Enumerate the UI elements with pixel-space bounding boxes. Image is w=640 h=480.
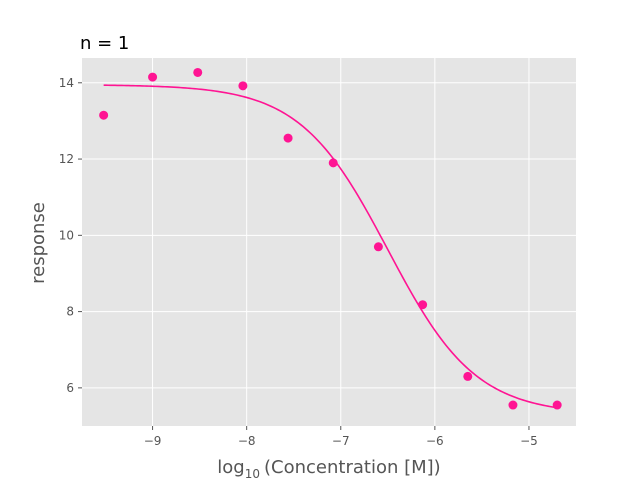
data-point	[148, 72, 158, 82]
x-axis-label: log10 (Concentration [M])	[217, 457, 440, 480]
x-axis-label-log: log	[217, 457, 244, 478]
x-axis-label-subscript: 10	[245, 467, 260, 480]
data-point	[193, 67, 203, 77]
x-axis-label-text: (Concentration [M])	[264, 457, 441, 478]
y-tick-label: 12	[59, 152, 74, 166]
data-point	[508, 400, 518, 410]
data-point	[373, 242, 383, 252]
y-axis-label: response	[28, 202, 49, 284]
data-point	[463, 371, 473, 381]
data-point	[328, 158, 338, 168]
x-tick-label: −6	[426, 434, 444, 448]
plot-area	[82, 58, 576, 426]
grid-lines	[82, 58, 576, 426]
chart-title: n = 1	[80, 33, 129, 54]
y-tick-labels: 6 8 10 12 14	[59, 76, 74, 395]
y-tick-label: 6	[66, 381, 74, 395]
x-tick-label: −8	[238, 434, 256, 448]
y-tick-label: 10	[59, 228, 74, 242]
fit-curve	[103, 84, 558, 409]
x-tick-labels: −9 −8 −7 −6 −5	[144, 434, 538, 448]
data-points	[99, 67, 562, 410]
y-tick-label: 14	[59, 76, 74, 90]
axis-ticks	[78, 82, 530, 430]
data-point	[418, 300, 428, 310]
data-point	[238, 81, 248, 91]
data-point	[552, 400, 562, 410]
x-tick-label: −7	[332, 434, 350, 448]
y-tick-label: 8	[66, 305, 74, 319]
x-tick-label: −5	[520, 434, 538, 448]
data-point	[99, 110, 109, 120]
data-point	[283, 133, 293, 143]
x-tick-label: −9	[144, 434, 162, 448]
